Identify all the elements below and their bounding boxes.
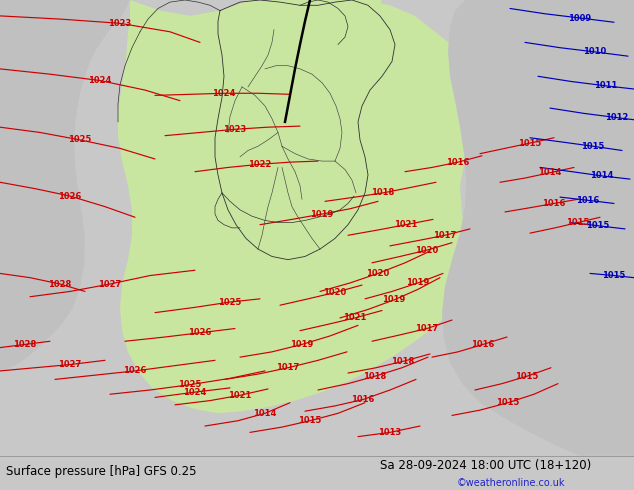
Text: 1014: 1014 bbox=[538, 168, 562, 177]
Text: 1027: 1027 bbox=[98, 279, 122, 289]
Polygon shape bbox=[470, 0, 570, 24]
Text: 1027: 1027 bbox=[58, 360, 82, 369]
Text: 1016: 1016 bbox=[471, 340, 495, 349]
Text: 1015: 1015 bbox=[602, 271, 626, 280]
Text: 1015: 1015 bbox=[581, 142, 605, 151]
Text: 1023: 1023 bbox=[108, 19, 132, 28]
Text: 1019: 1019 bbox=[290, 340, 314, 349]
Text: 1015: 1015 bbox=[566, 218, 590, 227]
Text: ©weatheronline.co.uk: ©weatheronline.co.uk bbox=[456, 478, 565, 488]
Text: 1026: 1026 bbox=[188, 328, 212, 337]
Polygon shape bbox=[270, 0, 382, 32]
Text: 1025: 1025 bbox=[178, 380, 202, 389]
Text: 1015: 1015 bbox=[586, 221, 610, 230]
Text: 1016: 1016 bbox=[542, 199, 566, 208]
Polygon shape bbox=[490, 376, 570, 411]
Text: 1016: 1016 bbox=[351, 395, 375, 404]
Text: 1019: 1019 bbox=[406, 278, 430, 288]
Polygon shape bbox=[0, 0, 130, 371]
Text: 1020: 1020 bbox=[366, 269, 390, 278]
Text: 1017: 1017 bbox=[276, 363, 300, 372]
Text: 1014: 1014 bbox=[590, 172, 614, 180]
Text: 1022: 1022 bbox=[249, 160, 272, 169]
Text: 1021: 1021 bbox=[228, 391, 252, 400]
Text: 1015: 1015 bbox=[519, 139, 541, 147]
Text: 1015: 1015 bbox=[515, 372, 539, 381]
Text: 1018: 1018 bbox=[391, 357, 415, 366]
Text: 1016: 1016 bbox=[446, 158, 470, 167]
Text: 1028: 1028 bbox=[48, 279, 72, 289]
Text: 1019: 1019 bbox=[311, 210, 333, 219]
Text: 1011: 1011 bbox=[594, 81, 618, 90]
Polygon shape bbox=[442, 0, 634, 456]
Text: 1020: 1020 bbox=[323, 288, 347, 297]
Text: 1019: 1019 bbox=[382, 295, 406, 304]
Text: 1026: 1026 bbox=[58, 192, 82, 200]
Text: 1025: 1025 bbox=[68, 135, 92, 145]
Text: 1021: 1021 bbox=[344, 314, 366, 322]
Text: Sa 28-09-2024 18:00 UTC (18+120): Sa 28-09-2024 18:00 UTC (18+120) bbox=[380, 459, 592, 472]
Text: 1024: 1024 bbox=[88, 76, 112, 85]
Text: 1017: 1017 bbox=[415, 324, 439, 333]
Text: 1020: 1020 bbox=[415, 245, 439, 255]
Text: 1023: 1023 bbox=[223, 125, 247, 134]
Text: 1016: 1016 bbox=[576, 196, 600, 205]
Text: 1018: 1018 bbox=[372, 188, 394, 197]
Text: 1018: 1018 bbox=[363, 372, 387, 381]
Text: 1009: 1009 bbox=[569, 14, 592, 23]
Text: 1021: 1021 bbox=[394, 220, 418, 229]
Text: 1026: 1026 bbox=[123, 367, 146, 375]
Text: 1014: 1014 bbox=[254, 409, 276, 418]
Text: Surface pressure [hPa] GFS 0.25: Surface pressure [hPa] GFS 0.25 bbox=[6, 465, 197, 478]
Text: 1025: 1025 bbox=[218, 297, 242, 307]
Polygon shape bbox=[118, 0, 475, 413]
Text: 1015: 1015 bbox=[496, 398, 520, 407]
Text: 1010: 1010 bbox=[583, 48, 607, 56]
Text: 1017: 1017 bbox=[434, 231, 456, 240]
Text: 1013: 1013 bbox=[378, 428, 401, 437]
Text: 1024: 1024 bbox=[183, 388, 207, 396]
Text: 1024: 1024 bbox=[212, 89, 236, 98]
Text: 1012: 1012 bbox=[605, 113, 629, 122]
Text: 1015: 1015 bbox=[299, 416, 321, 425]
Text: 1028: 1028 bbox=[13, 340, 37, 349]
